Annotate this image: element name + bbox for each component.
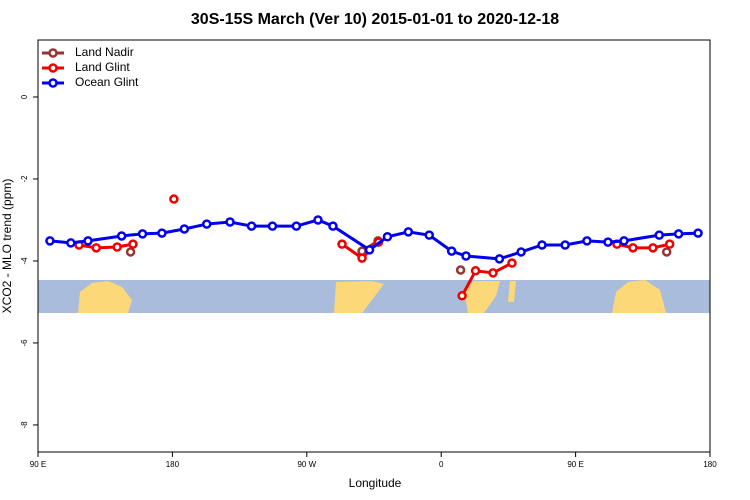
- x-tick-label: 90 E: [567, 460, 583, 469]
- legend-label: Ocean Glint: [75, 75, 139, 89]
- point: [225, 217, 235, 227]
- legend-marker: [48, 48, 58, 58]
- point: [128, 239, 138, 249]
- point: [313, 215, 323, 225]
- point: [91, 243, 101, 253]
- point: [457, 291, 467, 301]
- point: [157, 228, 167, 238]
- point: [125, 247, 136, 257]
- point: [267, 221, 278, 231]
- point: [461, 251, 471, 261]
- point: [201, 219, 212, 229]
- point: [582, 236, 592, 246]
- point: [648, 243, 658, 253]
- y-tick-label: -2: [20, 175, 29, 183]
- x-tick-label: 180: [703, 460, 717, 469]
- plot-frame: [37, 39, 711, 453]
- point: [112, 242, 122, 252]
- point: [179, 224, 190, 234]
- point: [537, 240, 547, 250]
- y-tick-label: 0: [20, 94, 29, 99]
- point: [446, 246, 457, 256]
- point: [470, 266, 481, 276]
- legend-label: Land Glint: [75, 60, 130, 74]
- point: [664, 239, 675, 249]
- point: [507, 258, 517, 268]
- point: [291, 221, 302, 231]
- point: [83, 236, 93, 246]
- point: [673, 229, 684, 239]
- point: [357, 253, 367, 263]
- point: [654, 230, 664, 240]
- point: [494, 254, 505, 264]
- x-axis-label: Longitude: [349, 476, 402, 490]
- x-tick-label: 90 E: [30, 460, 46, 469]
- point: [603, 237, 613, 247]
- legend-marker: [48, 63, 58, 73]
- point: [364, 245, 375, 255]
- y-tick-label: -4: [20, 257, 29, 265]
- point: [137, 229, 148, 239]
- point: [693, 228, 703, 238]
- y-tick-label: -8: [20, 421, 29, 429]
- point: [424, 230, 435, 240]
- point: [455, 265, 466, 275]
- map-band: [38, 280, 710, 313]
- point: [169, 194, 179, 204]
- y-axis-label: XCO2 - MLO trend (ppm): [0, 179, 14, 314]
- legend-label: Land Nadir: [75, 45, 134, 59]
- point: [619, 236, 629, 246]
- point: [661, 247, 672, 257]
- chart-title: 30S-15S March (Ver 10) 2015-01-01 to 202…: [191, 11, 559, 28]
- point: [116, 231, 127, 241]
- point: [337, 239, 347, 249]
- point: [246, 221, 257, 231]
- x-tick-label: 0: [439, 460, 444, 469]
- legend-marker: [48, 78, 58, 88]
- point: [45, 236, 55, 246]
- x-tick-label: 90 W: [297, 460, 316, 469]
- x-tick-label: 180: [166, 460, 180, 469]
- point: [628, 243, 638, 253]
- point: [488, 268, 498, 278]
- point: [560, 240, 570, 250]
- point: [382, 232, 393, 242]
- point: [516, 247, 526, 257]
- y-tick-label: -6: [20, 339, 29, 347]
- point: [328, 221, 338, 231]
- point: [66, 238, 76, 248]
- point: [403, 227, 414, 237]
